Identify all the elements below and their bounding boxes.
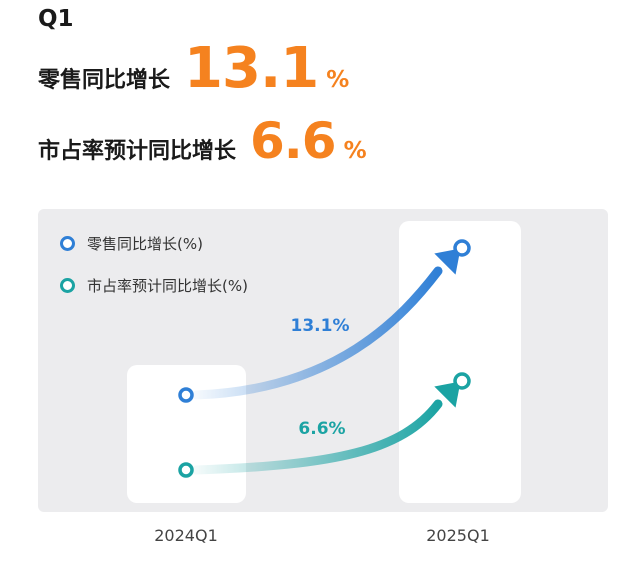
data-point-marker (178, 387, 194, 403)
data-point-marker (178, 462, 194, 478)
kpi-retail-growth: 零售同比增长 13.1 % (38, 36, 349, 101)
kpi-label: 市占率预计同比增长 (38, 139, 237, 164)
kpi-unit: % (326, 67, 350, 93)
quarter-title: Q1 (38, 6, 74, 32)
column-card-2025q1 (399, 221, 521, 503)
legend-item-market-share: 市占率预计同比增长(%) (60, 275, 248, 296)
series-arrow-head (434, 248, 461, 275)
kpi-unit: % (343, 138, 367, 164)
kpi-market-share-growth: 市占率预计同比增长 6.6 % (38, 112, 367, 170)
kpi-label: 零售同比增长 (38, 68, 171, 93)
kpi-value: 6.6 (250, 112, 337, 170)
legend-marker-icon (60, 278, 75, 293)
data-label: 6.6% (298, 419, 345, 439)
legend-item-retail: 零售同比增长(%) (60, 233, 203, 254)
legend-marker-icon (60, 236, 75, 251)
series-arrow-line (191, 266, 443, 400)
data-label: 13.1% (291, 316, 350, 336)
data-point-marker (453, 372, 471, 390)
x-tick-label: 2025Q1 (426, 526, 490, 545)
series-arrow-head (434, 381, 461, 408)
series-arrow-line (191, 399, 443, 475)
legend-label: 市占率预计同比增长(%) (87, 277, 248, 295)
x-tick-label: 2024Q1 (154, 526, 218, 545)
kpi-value: 13.1 (184, 36, 319, 101)
data-point-marker (453, 239, 471, 257)
legend-label: 零售同比增长(%) (87, 235, 203, 253)
